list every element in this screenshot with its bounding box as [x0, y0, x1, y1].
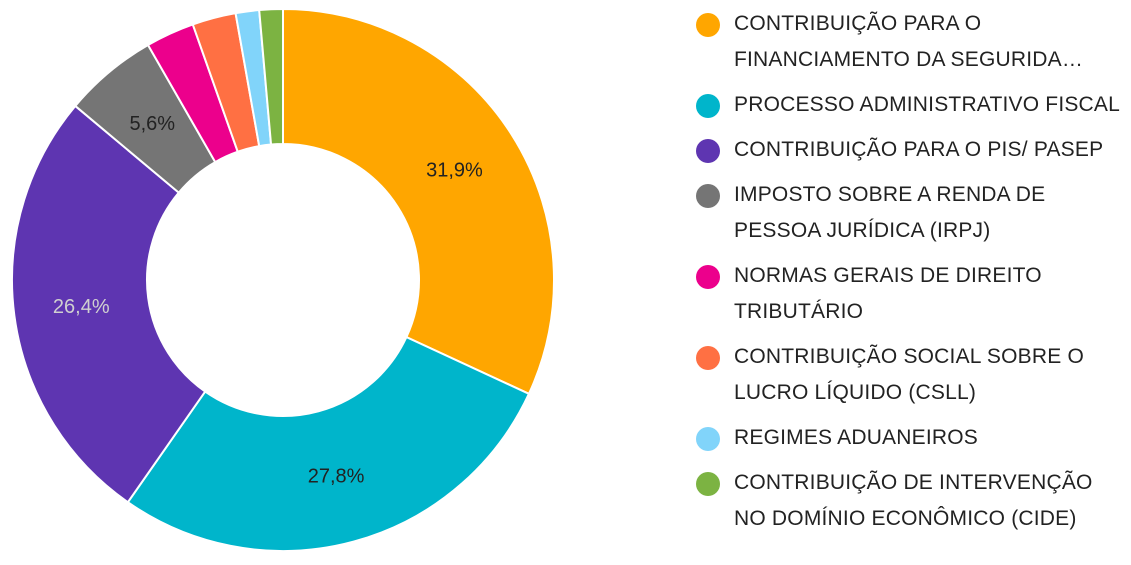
slice-data-label: 31,9% — [426, 159, 483, 181]
legend-swatch — [696, 139, 720, 163]
donut-chart: 31,9% 27,8% 26,4% 5,6% — [11, 7, 555, 552]
legend-label: CONTRIBUIÇÃO SOCIAL SOBRE O LUCRO LÍQUID… — [734, 345, 1085, 404]
donut-slice-1[interactable] — [282, 7, 555, 396]
legend-item-normas-gerais-de-direito-tributario[interactable]: NORMAS GERAIS DE DIREITO TRIBUTÁRIO — [696, 258, 1126, 330]
legend-item-processo-administrativo-fiscal[interactable]: PROCESSO ADMINISTRATIVO FISCAL — [696, 87, 1126, 123]
legend-swatch — [696, 94, 720, 118]
legend-swatch — [696, 13, 720, 37]
slice-data-label: 5,6% — [130, 113, 176, 135]
donut-slice-2[interactable] — [126, 335, 531, 552]
legend-item-contribuicao-para-o-pis-pasep[interactable]: CONTRIBUIÇÃO PARA O PIS/ PASEP — [696, 132, 1126, 168]
legend-label: CONTRIBUIÇÃO PARA O PIS/ PASEP — [734, 138, 1104, 161]
donut-slice-3[interactable] — [11, 104, 207, 504]
legend-swatch — [696, 427, 720, 451]
donut-slice-8[interactable] — [258, 7, 284, 146]
legend-label: PROCESSO ADMINISTRATIVO FISCAL — [734, 93, 1121, 116]
chart-legend: CONTRIBUIÇÃO PARA O FINANCIAMENTO DA SEG… — [696, 6, 1126, 546]
legend-label: IMPOSTO SOBRE A RENDA DE PESSOA JURÍDICA… — [734, 183, 1046, 242]
slice-data-label: 26,4% — [53, 296, 110, 318]
legend-label: REGIMES ADUANEIROS — [734, 426, 978, 449]
slice-data-label: 27,8% — [308, 465, 365, 487]
legend-swatch — [696, 346, 720, 370]
legend-item-regimes-aduaneiros[interactable]: REGIMES ADUANEIROS — [696, 420, 1126, 456]
legend-item-imposto-sobre-a-renda-de-pessoa-juridica[interactable]: IMPOSTO SOBRE A RENDA DE PESSOA JURÍDICA… — [696, 177, 1126, 249]
legend-label: CONTRIBUIÇÃO DE INTERVENÇÃO NO DOMÍNIO E… — [734, 471, 1093, 530]
legend-item-contribuicao-social-sobre-o-lucro-liquid[interactable]: CONTRIBUIÇÃO SOCIAL SOBRE O LUCRO LÍQUID… — [696, 339, 1126, 411]
legend-swatch — [696, 184, 720, 208]
legend-label: NORMAS GERAIS DE DIREITO TRIBUTÁRIO — [734, 264, 1042, 323]
legend-swatch — [696, 472, 720, 496]
legend-item-contribuicao-para-o-financiamento-da-seg[interactable]: CONTRIBUIÇÃO PARA O FINANCIAMENTO DA SEG… — [696, 6, 1126, 78]
legend-swatch — [696, 265, 720, 289]
legend-item-contribuicao-de-intervencao-no-dominio-e[interactable]: CONTRIBUIÇÃO DE INTERVENÇÃO NO DOMÍNIO E… — [696, 465, 1126, 537]
legend-label: CONTRIBUIÇÃO PARA O FINANCIAMENTO DA SEG… — [734, 12, 1084, 71]
